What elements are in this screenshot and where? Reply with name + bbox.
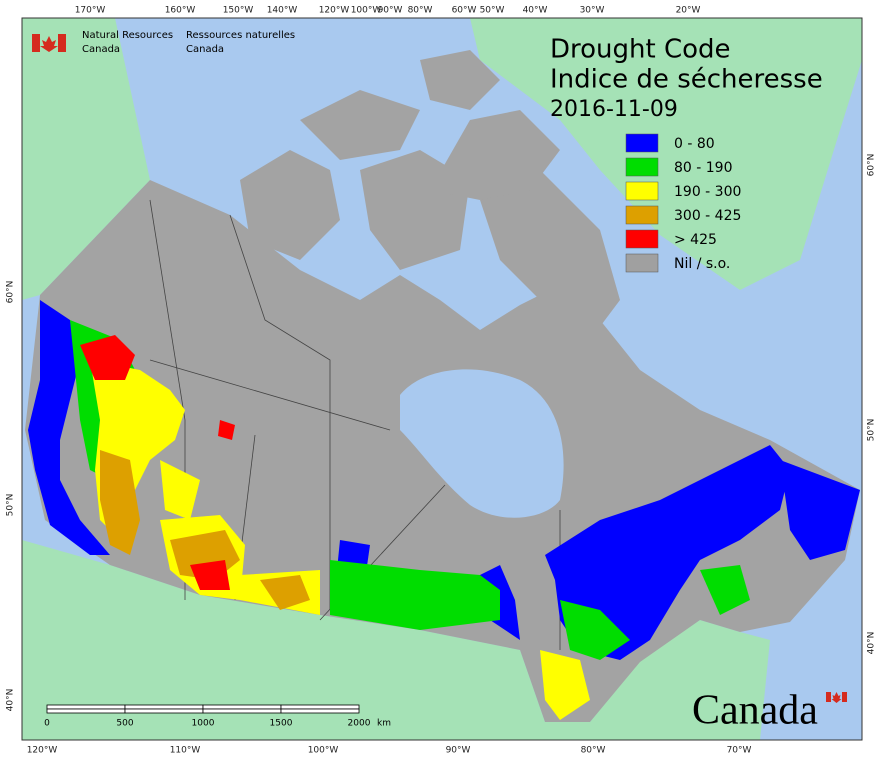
graticule-label: 100°W bbox=[351, 6, 382, 16]
drought-patch bbox=[330, 560, 500, 630]
alaska bbox=[22, 18, 150, 300]
drought-patch bbox=[28, 300, 110, 555]
drought-patch bbox=[80, 335, 135, 380]
title-en: Drought Code bbox=[550, 35, 731, 65]
scale-label: 0 bbox=[44, 719, 50, 729]
flag-bar bbox=[32, 34, 40, 52]
legend-label: 190 - 300 bbox=[674, 184, 741, 200]
flag-bar bbox=[842, 692, 847, 702]
boundary bbox=[149, 359, 391, 431]
drought-patch bbox=[260, 575, 310, 610]
date: 2016-11-09 bbox=[550, 97, 678, 122]
graticule-label: 150°W bbox=[223, 6, 254, 16]
map-frame bbox=[21, 17, 863, 741]
graticule-label: 40°N bbox=[6, 689, 16, 712]
flag-bar bbox=[826, 692, 831, 702]
graticule-label: 50°W bbox=[480, 6, 505, 16]
drought-patches bbox=[28, 300, 860, 720]
legend: 0 - 80 80 - 190 190 - 300 300 - 425 > 425 Nil… bbox=[625, 133, 741, 273]
maple-leaf bbox=[831, 692, 842, 703]
graticule-label: 50°N bbox=[867, 419, 877, 442]
legend-label: 80 - 190 bbox=[674, 160, 733, 176]
united-states bbox=[22, 540, 770, 740]
graticule-label: 80°W bbox=[581, 746, 606, 756]
drought-patch bbox=[540, 650, 590, 720]
scale-segment bbox=[124, 708, 204, 714]
drought-patch bbox=[780, 460, 860, 560]
graticule-label: 140°W bbox=[267, 6, 298, 16]
island bbox=[240, 150, 340, 260]
scale-label: 1500 bbox=[270, 719, 293, 729]
legend-label: Nil / s.o. bbox=[674, 256, 730, 272]
agency-fr: Ressources naturelles bbox=[186, 30, 295, 41]
wordmark: Canada bbox=[692, 688, 818, 734]
scale-segment bbox=[202, 704, 282, 710]
agency-signature: Natural Resources Canada Ressources natu… bbox=[32, 30, 295, 55]
graticule-label: 30°W bbox=[580, 6, 605, 16]
legend-swatch bbox=[625, 253, 659, 273]
legend-label: 300 - 425 bbox=[674, 208, 741, 224]
scale-label: 500 bbox=[116, 719, 133, 729]
graticule-label: 110°W bbox=[170, 746, 201, 756]
island bbox=[430, 110, 560, 200]
graticule-label: 120°W bbox=[319, 6, 350, 16]
island bbox=[300, 90, 420, 160]
scale-segment bbox=[46, 704, 126, 710]
title-fr: Indice de sécheresse bbox=[550, 65, 823, 95]
graticule-label: 120°W bbox=[27, 746, 58, 756]
agency-en: Canada bbox=[82, 44, 120, 55]
greenland bbox=[470, 18, 862, 290]
legend-swatch bbox=[625, 181, 659, 201]
canada-wordmark: Canada bbox=[692, 688, 847, 734]
legend-swatch bbox=[625, 157, 659, 177]
drought-patch bbox=[190, 560, 230, 590]
flag-bar bbox=[58, 34, 66, 52]
graticule-label: 50°N bbox=[6, 494, 16, 517]
scale-segment bbox=[124, 704, 204, 710]
island bbox=[420, 50, 500, 110]
graticule-label: 100°W bbox=[308, 746, 339, 756]
drought-patch bbox=[160, 460, 200, 520]
graticule-label: 160°W bbox=[165, 6, 196, 16]
drought-patch bbox=[560, 600, 630, 660]
legend-swatch bbox=[625, 205, 659, 225]
graticule-label: 40°N bbox=[867, 632, 877, 655]
legend-swatch bbox=[625, 133, 659, 153]
legend-label: 0 - 80 bbox=[674, 136, 715, 152]
scale-segment bbox=[46, 708, 126, 714]
agency-en: Natural Resources bbox=[82, 30, 173, 41]
graticule-label: 90°W bbox=[378, 6, 403, 16]
drought-patch bbox=[218, 420, 235, 440]
graticule-label: 70°W bbox=[727, 746, 752, 756]
scale-segment bbox=[280, 704, 360, 710]
graticule-label: 80°W bbox=[408, 6, 433, 16]
scale-segment bbox=[280, 708, 360, 714]
scale-label: 1000 bbox=[192, 719, 215, 729]
drought-patch bbox=[700, 565, 750, 615]
scale-label: 2000 bbox=[348, 719, 371, 729]
graticule-label: 40°W bbox=[523, 6, 548, 16]
legend-swatch bbox=[625, 229, 659, 249]
graticule-label: 60°W bbox=[452, 6, 477, 16]
island bbox=[480, 170, 620, 340]
graticule-label: 90°W bbox=[446, 746, 471, 756]
graticule-label: 60°N bbox=[867, 154, 877, 177]
graticule-labels: 170°W 160°W 150°W 140°W 120°W 100°W90°W 80°W 60… bbox=[6, 6, 877, 756]
drought-patch bbox=[545, 445, 790, 660]
scale-bar: 0 500 1000 1500 2000 km bbox=[44, 704, 391, 729]
boundary bbox=[229, 214, 331, 610]
arctic-islands bbox=[240, 50, 620, 340]
graticule-label: 170°W bbox=[75, 6, 106, 16]
hudson-bay bbox=[400, 369, 564, 518]
drought-patch bbox=[100, 450, 140, 555]
legend-label: > 425 bbox=[674, 232, 717, 248]
graticule-label: 60°N bbox=[6, 281, 16, 304]
scale-segment bbox=[202, 708, 282, 714]
maple-leaf bbox=[40, 36, 58, 52]
graticule-label: 20°W bbox=[676, 6, 701, 16]
agency-fr: Canada bbox=[186, 44, 224, 55]
scale-unit: km bbox=[377, 719, 391, 729]
